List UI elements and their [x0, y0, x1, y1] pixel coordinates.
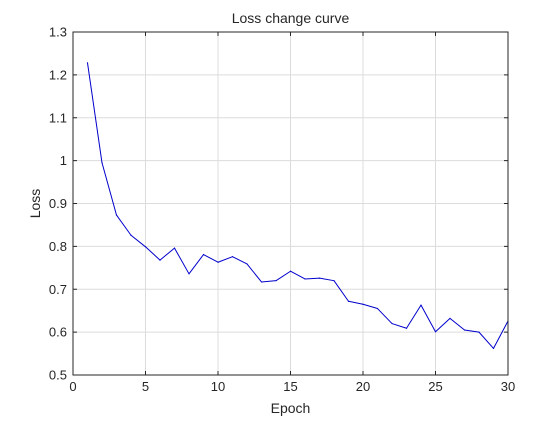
x-tick-label: 25 [428, 379, 442, 394]
y-axis-title: Loss [27, 189, 43, 219]
y-tick-label: 0.6 [49, 325, 67, 340]
x-tick-label: 15 [283, 379, 297, 394]
series-layer [86, 62, 509, 350]
data-point [101, 162, 103, 164]
chart-title: Loss change curve [232, 10, 350, 26]
ticks: 0 5 10 15 20 25 30 0.5 0.6 0.7 0.8 0.9 1 1.1 1.2 1.3 [49, 25, 515, 395]
data-point [318, 277, 321, 279]
x-tick-label: 0 [69, 379, 76, 394]
y-tick-label: 0.5 [49, 368, 67, 383]
x-tick-label: 10 [211, 379, 225, 394]
data-point [304, 278, 306, 280]
y-tick-label: 0.7 [49, 282, 67, 297]
data-point [159, 259, 161, 261]
data-point [275, 280, 277, 282]
data-point [376, 307, 379, 310]
data-point [478, 331, 480, 333]
y-tick-label: 1.1 [49, 110, 67, 125]
y-tick-label: 1 [60, 153, 67, 168]
data-point [333, 280, 335, 282]
data-point [260, 281, 263, 283]
data-point [434, 331, 437, 333]
x-axis-title: Epoch [271, 400, 311, 416]
y-tick-label: 0.9 [49, 196, 67, 211]
data-point [217, 261, 219, 263]
data-point [347, 300, 350, 302]
data-point [449, 317, 451, 320]
data-point [144, 246, 147, 248]
data-point [362, 303, 364, 305]
data-point [231, 256, 234, 258]
x-tick-label: 5 [142, 379, 149, 394]
data-point [420, 304, 422, 306]
data-point [130, 234, 132, 236]
grid [72, 31, 509, 376]
data-point [86, 62, 89, 64]
data-point [391, 322, 393, 325]
data-point [463, 329, 466, 331]
data-point [405, 327, 408, 329]
data-point [188, 273, 190, 275]
x-tick-label: 30 [501, 379, 515, 394]
y-tick-label: 1.3 [49, 25, 67, 40]
loss-series-line [87, 62, 509, 349]
y-tick-label: 0.8 [49, 239, 67, 254]
data-point [246, 263, 248, 265]
data-point [202, 253, 205, 256]
x-tick-label: 20 [356, 379, 370, 394]
y-tick-label: 1.2 [49, 67, 67, 82]
data-point [115, 214, 118, 216]
data-point [289, 270, 292, 272]
data-point [492, 347, 495, 350]
data-point [173, 247, 176, 249]
